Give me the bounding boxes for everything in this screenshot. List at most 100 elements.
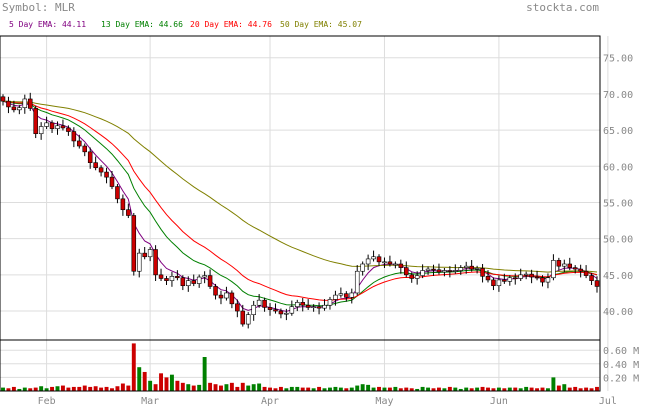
month-tick-label: Mar (141, 396, 159, 406)
volume-bar (208, 382, 213, 391)
volume-bar (219, 385, 223, 391)
month-tick-label: Apr (261, 396, 279, 406)
candle-up (295, 302, 300, 308)
symbol-label: Symbol: MLR (2, 1, 75, 14)
volume-bar (507, 387, 512, 391)
month-tick-label: May (375, 396, 393, 406)
candle-down (164, 278, 169, 281)
candle-down (567, 263, 573, 268)
volume-bar (573, 386, 578, 391)
volume-bar (371, 387, 376, 391)
volume-bar (393, 386, 398, 391)
volume-bar (99, 387, 104, 391)
candle-up (349, 292, 355, 298)
candle-up (55, 125, 60, 129)
volume-bar (110, 388, 114, 391)
candle-down (534, 276, 540, 279)
volume-bar (240, 382, 245, 391)
candle-down (578, 268, 583, 272)
volume-bar (55, 386, 60, 391)
candle-down (556, 260, 562, 267)
volume-bar (349, 387, 354, 391)
volume-bar (562, 384, 567, 391)
candle-up (311, 306, 316, 309)
volume-bar (262, 386, 267, 391)
volume-bar (486, 387, 490, 391)
candle-up (44, 122, 49, 127)
volume-bar (589, 388, 594, 391)
volume-bar (284, 388, 289, 391)
volume-tick-label: 0.60 M (603, 346, 639, 357)
candle-down (49, 122, 55, 129)
volume-bar (420, 386, 425, 391)
volume-bar (475, 387, 480, 391)
candle-down (431, 268, 436, 271)
candle-down (120, 198, 126, 211)
volume-bar (268, 387, 272, 391)
volume-bar (213, 384, 218, 391)
volume-bar (311, 388, 316, 391)
candle-down (267, 307, 273, 310)
candle-down (11, 106, 17, 111)
candle-down (300, 302, 305, 306)
volume-bar (535, 388, 540, 391)
volume-bar (278, 386, 283, 391)
candle-down (235, 303, 240, 312)
price-tick-label: 40.00 (603, 307, 633, 318)
volume-bar (93, 386, 98, 391)
candle-up (507, 277, 513, 282)
volume-bar (273, 388, 278, 391)
volume-bar (306, 387, 311, 391)
volume-bar (295, 386, 300, 391)
candle-down (77, 140, 82, 147)
volume-bar (191, 385, 196, 391)
volume-bar (257, 383, 262, 391)
price-tick-label: 65.00 (603, 126, 633, 137)
candle-up (22, 98, 28, 108)
volume-bar (88, 386, 93, 391)
price-axis-ticks: 75.00 70.00 65.00 60.00 55.00 50.00 45.00 40.00 (603, 54, 633, 318)
candle-up (523, 273, 529, 276)
candle-up (463, 265, 469, 268)
volume-bar (338, 387, 343, 391)
candle-down (60, 125, 66, 129)
candle-down (158, 274, 164, 279)
candle-up (251, 304, 256, 315)
volume-bar (377, 386, 381, 391)
candle-up (496, 279, 502, 287)
candle-down (229, 292, 235, 305)
candle-down (502, 279, 507, 282)
volume-bar (50, 386, 55, 391)
candle-up (545, 277, 551, 283)
candle-down (540, 277, 545, 283)
candle-down (213, 286, 218, 296)
volume-bar (224, 384, 229, 391)
candle-up (338, 293, 344, 296)
volume-bar (22, 387, 27, 391)
volume-bar (458, 388, 463, 391)
candle-down (175, 276, 180, 279)
candle-down (33, 108, 38, 135)
legend-ema-5: 5 Day EMA: 44.11 (9, 20, 86, 29)
brand-label: stockta.com (526, 1, 599, 14)
price-tick-label: 55.00 (603, 198, 633, 209)
volume-bar (44, 388, 49, 391)
candle-down (109, 176, 115, 187)
volume-bar (556, 385, 561, 391)
candle-up (196, 276, 202, 284)
volume-bars (1, 343, 599, 391)
candle-up (393, 263, 398, 266)
volume-bar (496, 387, 501, 391)
month-tick-label: Feb (38, 396, 56, 406)
date-axis-ticks: Feb Mar Apr May Jun Jul (38, 396, 617, 406)
candle-down (583, 270, 589, 276)
volume-bar (71, 386, 76, 391)
price-candles (0, 92, 600, 329)
legend-ema-20: 20 Day EMA: 44.76 (190, 20, 272, 29)
legend-ema-50: 50 Day EMA: 45.07 (280, 20, 362, 29)
candle-up (147, 249, 153, 258)
candle-down (180, 277, 186, 287)
volume-bar (235, 386, 240, 391)
candle-up (382, 261, 387, 264)
